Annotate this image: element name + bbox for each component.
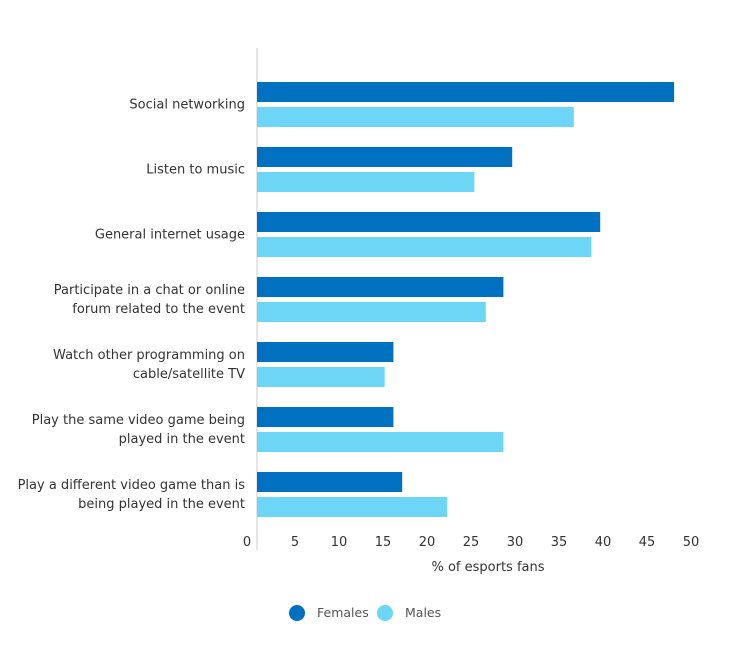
bar-males-5 — [257, 432, 504, 452]
legend-label: Females — [317, 605, 369, 620]
x-tick-label: 45 — [639, 535, 656, 550]
bar-females-0 — [257, 82, 675, 102]
bar-males-6 — [257, 497, 448, 517]
bar-females-2 — [257, 212, 601, 232]
bar-males-4 — [257, 367, 385, 387]
category-label: played in the event — [119, 432, 245, 447]
x-tick-label: 20 — [419, 535, 436, 550]
legend-swatch-icon — [377, 605, 393, 621]
x-tick-label: 15 — [375, 535, 392, 550]
bar-females-1 — [257, 147, 513, 167]
category-label: Social networking — [129, 98, 245, 113]
legend-label: Males — [405, 605, 441, 620]
bar-females-4 — [257, 342, 394, 362]
x-tick-label: 40 — [595, 535, 612, 550]
category-label: Participate in a chat or online — [54, 283, 245, 298]
x-tick-label: 10 — [331, 535, 348, 550]
x-tick-label: 35 — [551, 535, 568, 550]
category-label: forum related to the event — [72, 302, 245, 317]
category-label: Play a different video game than is — [18, 478, 246, 493]
x-tick-label: 25 — [463, 535, 480, 550]
x-tick-label: 0 — [243, 535, 251, 550]
x-tick-labels: 0 5 10 15 20 25 30 35 40 45 50 — [243, 535, 699, 550]
x-tick-label: 50 — [683, 535, 700, 550]
category-label: being played in the event — [78, 497, 245, 512]
legend-item-females[interactable]: Females — [289, 605, 369, 621]
bar-males-1 — [257, 172, 475, 192]
category-label: Listen to music — [146, 163, 245, 178]
legend-item-males[interactable]: Males — [377, 605, 441, 621]
x-axis-title: % of esports fans — [431, 560, 544, 575]
x-tick-label: 30 — [507, 535, 524, 550]
legend: Females Males — [289, 605, 441, 621]
bar-females-3 — [257, 277, 504, 297]
bar-females-5 — [257, 407, 394, 427]
bars-group — [257, 82, 675, 517]
bar-males-0 — [257, 107, 574, 127]
category-label: cable/satellite TV — [133, 367, 245, 382]
legend-swatch-icon — [289, 605, 305, 621]
bar-males-3 — [257, 302, 486, 322]
category-label: General internet usage — [95, 228, 245, 243]
category-label: Watch other programming on — [53, 348, 245, 363]
bar-males-2 — [257, 237, 592, 257]
x-tick-label: 5 — [291, 535, 299, 550]
category-label: Play the same video game being — [32, 413, 245, 428]
category-labels: Social networking Listen to music General … — [18, 98, 246, 513]
bar-females-6 — [257, 472, 403, 492]
